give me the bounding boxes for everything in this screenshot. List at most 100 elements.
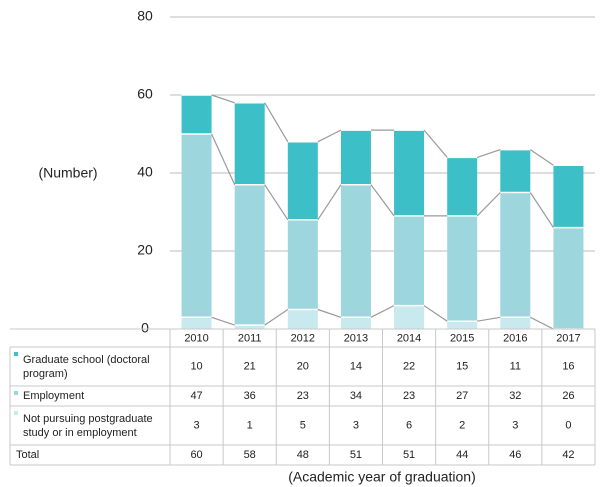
table-value: 1 [247,419,253,431]
x-tick-label: 2015 [450,332,474,344]
y-tick-label: 0 [141,320,149,336]
connector [264,184,289,221]
connector [264,309,289,326]
connector [529,192,554,228]
bar-segment [500,149,531,193]
connector [529,149,554,166]
bar-segment [553,165,584,228]
y-tick-label: 60 [137,86,153,102]
bar-segment [181,95,212,134]
x-tick-label: 2012 [291,332,315,344]
connector [423,129,448,158]
table-total: 60 [190,449,202,461]
x-axis-label: (Academic year of graduation) [288,469,476,485]
table-value: 6 [406,419,412,431]
table-value: 3 [353,419,359,431]
legend-item: Employment [14,386,166,406]
table-total: 51 [350,449,362,461]
table-value: 26 [562,390,574,402]
table-total: 44 [456,449,468,461]
table-value: 11 [510,360,521,372]
bar-segment [447,215,478,322]
connector [476,149,501,158]
legend-item: Not pursuing postgraduate study or in em… [14,406,166,445]
table-value: 0 [565,419,571,431]
bar-segment [447,157,478,216]
table-total: 46 [509,449,521,461]
bar-segment [394,305,425,329]
bar-segment [394,215,425,306]
connector [317,184,342,221]
connector [211,133,236,185]
table-value: 27 [456,390,468,402]
table-value: 14 [350,360,362,372]
table-value: 20 [297,360,309,372]
x-tick-label: 2017 [556,332,580,344]
legend-label: Graduate school (doctoral program) [23,353,150,380]
bar-segment [234,102,265,185]
y-tick-label: 80 [137,8,153,24]
table-value: 23 [403,390,415,402]
y-axis-label: (Number) [38,165,97,181]
y-tick-label: 20 [137,242,153,258]
bar-segment [340,130,371,185]
legend-marker [14,391,18,395]
connector [476,192,501,217]
legend-item: Graduate school (doctoral program) [14,347,166,386]
legend-cell: Graduate school (doctoral program) [14,347,166,386]
total-label: Total [16,449,39,461]
table-value: 16 [562,360,574,372]
table-total: 51 [403,449,415,461]
y-tick-label: 40 [137,164,153,180]
table-value: 32 [509,390,521,402]
table-value: 5 [300,419,306,431]
connector [211,316,235,326]
bar-segment [287,219,318,310]
connector [423,305,448,322]
bar-segment [234,325,265,329]
x-tick-label: 2014 [397,332,421,344]
legend-marker [14,352,18,356]
legend-cell: Employment [14,386,166,406]
x-tick-label: 2011 [238,332,262,344]
bar-segment [500,317,531,329]
connector [530,316,554,330]
table-value: 10 [190,360,202,372]
table-value: 23 [297,390,309,402]
table-total: 48 [297,449,309,461]
table-value: 21 [244,360,256,372]
bar-segment [340,317,371,329]
legend-label: Employment [23,390,85,402]
bar-segment [340,184,371,318]
legend-cell: Not pursuing postgraduate study or in em… [14,406,166,445]
bar-segment [181,134,212,318]
connector [477,316,501,322]
table-total: 42 [562,449,574,461]
table-value: 22 [403,360,415,372]
connector [370,184,395,217]
bar-segment [500,192,531,318]
table-value: 47 [190,390,202,402]
bar-segment [287,309,318,329]
bar-segment [181,317,212,329]
connector [370,305,395,318]
legend-label: Not pursuing postgraduate study or in em… [23,412,153,439]
table-value: 15 [456,360,468,372]
connector [317,129,342,143]
legend-marker [14,411,18,415]
connector [264,102,289,143]
x-tick-label: 2010 [184,332,208,344]
x-tick-label: 2013 [344,332,368,344]
bar-segment [287,141,318,220]
table-value: 2 [459,419,465,431]
bar-segment [553,227,584,329]
bar-segment [234,184,265,326]
table-value: 3 [194,419,200,431]
table-value: 36 [244,390,256,402]
connector [211,94,235,104]
connector [317,308,342,318]
bar-segment [394,130,425,216]
x-tick-label: 2016 [503,332,527,344]
table-value: 3 [512,419,518,431]
